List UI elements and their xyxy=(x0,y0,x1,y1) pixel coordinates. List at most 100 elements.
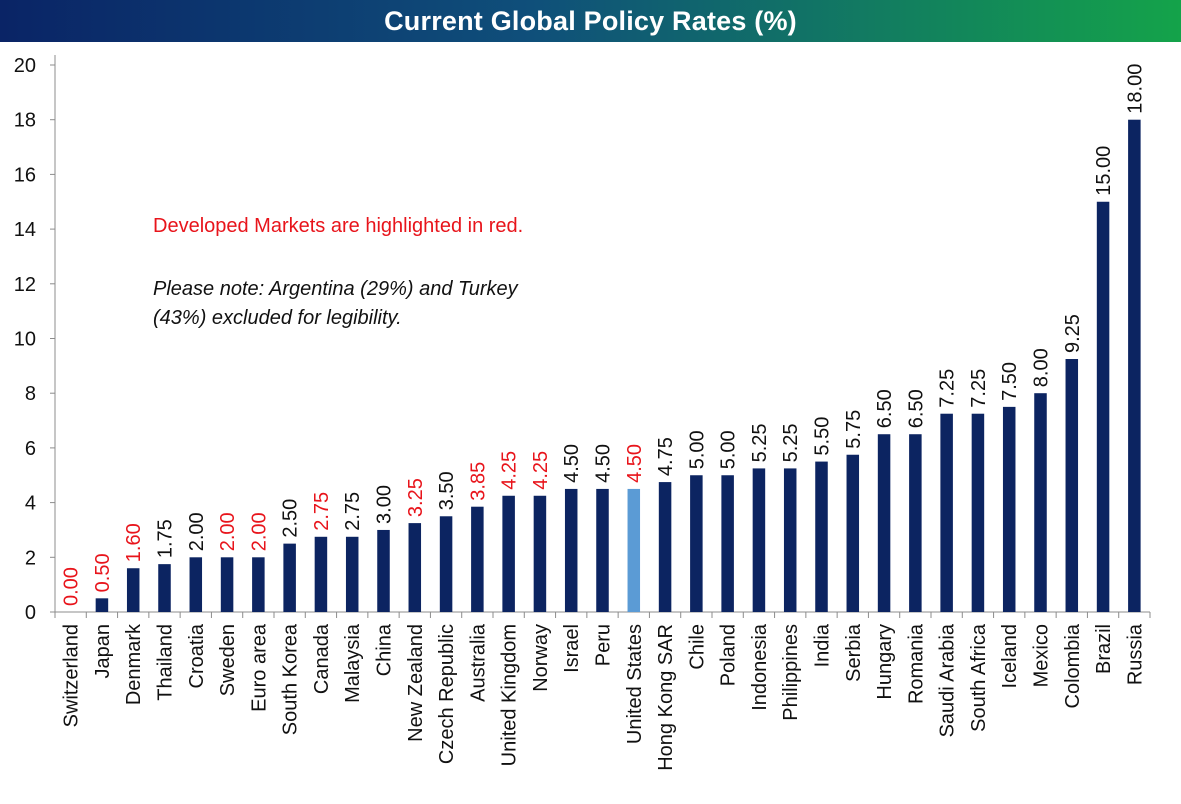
category-label: China xyxy=(374,623,396,676)
value-label: 2.75 xyxy=(342,492,364,531)
bar xyxy=(95,598,109,612)
bar xyxy=(533,495,547,612)
value-label: 5.50 xyxy=(812,417,834,456)
bar xyxy=(690,475,703,612)
value-label: 2.00 xyxy=(217,512,239,551)
category-label: Peru xyxy=(593,624,615,666)
bar xyxy=(1065,359,1079,612)
value-label: 7.25 xyxy=(968,369,990,408)
bar xyxy=(314,536,328,612)
category-label: Euro area xyxy=(248,623,270,712)
bar xyxy=(408,523,422,612)
value-label: 4.50 xyxy=(561,444,583,483)
value-label: 2.00 xyxy=(248,512,270,551)
value-labels: 0.00 0.50 1.60 1.75 2.00 2.00 2.00 2.50 2.75 2.75… xyxy=(61,64,1147,606)
value-label: 3.85 xyxy=(467,462,489,501)
category-label: Switzerland xyxy=(61,624,83,727)
value-label: 5.25 xyxy=(749,423,771,462)
value-label: 8.00 xyxy=(1031,348,1053,387)
bar xyxy=(877,434,891,612)
bar xyxy=(220,557,234,612)
category-label: Denmark xyxy=(123,623,145,705)
category-label: Croatia xyxy=(186,623,208,688)
bar xyxy=(439,516,453,612)
value-label: 5.75 xyxy=(843,410,865,449)
category-label: Russia xyxy=(1124,623,1146,685)
exclusion-note-line-2: (43%) excluded for legibility. xyxy=(153,307,402,329)
category-label: Iceland xyxy=(999,624,1021,689)
category-label: Poland xyxy=(718,624,740,686)
bar xyxy=(158,564,171,612)
y-tick-label: 14 xyxy=(14,219,36,241)
value-label: 0.00 xyxy=(61,567,83,606)
value-label: 4.50 xyxy=(593,444,615,483)
category-label: Brazil xyxy=(1093,624,1115,674)
chart-axes: 0 2 4 6 8 10 12 14 16 18 20 xyxy=(14,55,1151,624)
category-label: Israel xyxy=(561,624,583,673)
exclusion-note: Please note: Argentina (29%) and Turkey … xyxy=(153,275,593,333)
value-label: 5.00 xyxy=(686,430,708,469)
category-label: Mexico xyxy=(1031,624,1053,687)
category-label: India xyxy=(812,623,834,667)
y-tick-label: 16 xyxy=(14,164,36,186)
category-label: Saudi Arabia xyxy=(937,623,959,737)
bar xyxy=(627,488,641,612)
value-label: 3.50 xyxy=(436,471,458,510)
bar xyxy=(1002,406,1016,612)
value-label: 4.75 xyxy=(655,437,677,476)
category-label: United Kingdom xyxy=(499,624,521,766)
value-label: 4.25 xyxy=(499,451,521,490)
category-label: Thailand xyxy=(155,624,177,701)
value-label: 2.75 xyxy=(311,492,333,531)
chart-title-bar: Current Global Policy Rates (%) xyxy=(0,0,1181,42)
category-label: Sweden xyxy=(217,624,239,696)
category-label: Norway xyxy=(530,624,552,692)
value-label: 9.25 xyxy=(1062,314,1084,353)
category-label: Hungary xyxy=(874,624,896,700)
y-tick-label: 20 xyxy=(14,55,36,77)
category-label: United States xyxy=(624,624,646,744)
y-tick-label: 10 xyxy=(14,329,36,351)
bar xyxy=(126,568,140,612)
bar xyxy=(283,543,296,612)
category-label: South Korea xyxy=(280,623,302,735)
bar xyxy=(596,488,609,612)
y-tick-label: 0 xyxy=(25,602,36,624)
y-tick-label: 4 xyxy=(25,493,36,515)
bar xyxy=(345,536,359,612)
bar xyxy=(564,488,578,612)
value-label: 2.00 xyxy=(186,512,208,551)
category-label: Chile xyxy=(686,624,708,670)
value-label: 7.50 xyxy=(999,362,1021,401)
category-label: Philippines xyxy=(780,624,802,721)
category-label: Serbia xyxy=(843,623,865,682)
bar xyxy=(721,475,734,612)
category-label: Japan xyxy=(92,624,114,679)
category-label: New Zealand xyxy=(405,624,427,742)
value-label: 7.25 xyxy=(937,369,959,408)
value-label: 4.50 xyxy=(624,444,646,483)
category-label: South Africa xyxy=(968,623,990,732)
value-label: 18.00 xyxy=(1124,64,1146,114)
bar xyxy=(1096,201,1110,612)
y-tick-label: 18 xyxy=(14,110,36,132)
bar xyxy=(815,461,828,612)
value-label: 2.50 xyxy=(280,499,302,538)
chart-bars xyxy=(95,119,1141,612)
bar xyxy=(252,557,265,612)
value-label: 1.75 xyxy=(155,519,177,558)
exclusion-note-line-1: Please note: Argentina (29%) and Turkey xyxy=(153,278,518,300)
category-label: Colombia xyxy=(1062,623,1084,708)
bar xyxy=(1034,393,1047,612)
y-tick-label: 12 xyxy=(14,274,36,296)
value-label: 6.50 xyxy=(874,389,896,428)
value-label: 5.00 xyxy=(718,430,740,469)
value-label: 4.25 xyxy=(530,451,552,490)
bar xyxy=(846,454,860,612)
chart-title: Current Global Policy Rates (%) xyxy=(384,5,797,36)
y-tick-label: 6 xyxy=(25,438,36,460)
value-label: 0.50 xyxy=(92,553,114,592)
y-tick-label: 2 xyxy=(25,547,36,569)
bar xyxy=(909,434,922,612)
